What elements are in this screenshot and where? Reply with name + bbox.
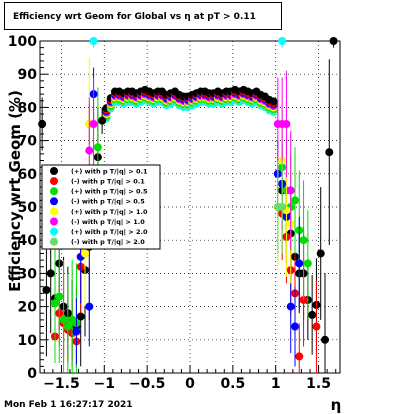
y-tick-label: 30: [18, 266, 38, 282]
x-tick-label: 1.5: [306, 376, 331, 392]
legend-label: (-) with p T/|q| > 0.1: [71, 178, 145, 187]
y-tick-label: 20: [18, 300, 38, 316]
data-point: [286, 302, 295, 311]
x-tick-label: −1.5: [43, 376, 80, 392]
legend-marker: [50, 197, 58, 206]
y-tick-labels: 0 10 20 30 40 50 60 70 80 90 100: [8, 34, 37, 382]
data-point: [42, 286, 51, 294]
chart-title: Efficiency wrt Geom for Global vs η at p…: [13, 12, 256, 22]
legend-label: (-) with p T/|q| > 1.0: [71, 218, 145, 227]
legend-marker: [50, 207, 58, 216]
data-point: [278, 203, 287, 211]
series-7: [273, 160, 287, 254]
y-tick-label: 90: [18, 67, 38, 83]
data-point: [89, 120, 98, 128]
data-point: [76, 312, 85, 321]
x-axis-title: η: [331, 396, 342, 414]
legend-box: [41, 164, 161, 250]
data-point: [55, 292, 64, 301]
data-point: [269, 97, 278, 106]
y-tick-label: 70: [18, 134, 38, 150]
data-point: [291, 196, 299, 205]
legend-marker: [50, 237, 58, 246]
x-tick-label: 0.5: [220, 376, 245, 392]
title-box: Efficiency wrt Geom for Global vs η at p…: [4, 2, 282, 30]
y-tick-label: 100: [8, 34, 37, 50]
legend-label: (+) with p T/|q| > 2.0: [71, 228, 148, 237]
data-point: [321, 335, 329, 344]
data-point: [299, 236, 308, 245]
data-point: [89, 37, 98, 45]
legend-label: (+) with p T/|q| > 0.1: [71, 167, 148, 176]
data-point: [46, 269, 55, 278]
data-point: [316, 249, 325, 258]
legend-label: (-) with p T/|q| > 2.0: [71, 238, 145, 247]
series-6: [89, 37, 287, 48]
legend-marker: [50, 217, 58, 226]
legend-marker: [50, 177, 58, 186]
data-point: [81, 249, 89, 258]
legend: (+) with p T/|q| > 0.1 (-) with p T/|q| >…: [41, 164, 161, 250]
data-point: [85, 146, 94, 155]
data-point: [291, 322, 299, 331]
data-point: [98, 116, 107, 125]
x-tick-label: 1: [271, 376, 281, 392]
legend-label: (+) with p T/|q| > 1.0: [71, 208, 148, 217]
data-point: [72, 327, 81, 336]
y-tick-label: 0: [27, 366, 37, 382]
y-tick-label: 60: [18, 167, 38, 183]
legend-marker: [50, 187, 58, 196]
data-point: [312, 322, 321, 331]
x-tick-labels: −1.5 −1 −0.5 0 0.5 1 1.5: [43, 376, 331, 392]
x-tick-label: −0.5: [129, 376, 166, 392]
data-point: [85, 302, 94, 311]
data-point: [286, 186, 295, 195]
data-point: [295, 259, 304, 268]
data-point: [59, 315, 68, 324]
y-tick-label: 50: [18, 200, 38, 216]
timestamp: Mon Feb 1 16:27:17 2021: [4, 400, 133, 410]
plateau-points: [102, 85, 278, 123]
y-tick-label: 10: [18, 333, 38, 349]
legend-marker: [50, 227, 58, 236]
legend-marker: [50, 167, 58, 175]
x-tick-label: −1: [94, 376, 115, 392]
data-point: [278, 37, 287, 45]
y-tick-label: 40: [18, 233, 38, 249]
data-point: [295, 352, 304, 361]
x-tick-label: 0: [185, 376, 195, 392]
data-point: [308, 310, 317, 319]
data-point: [325, 148, 334, 157]
data-point: [38, 120, 47, 128]
legend-label: (-) with p T/|q| > 0.5: [71, 198, 145, 207]
data-point: [63, 322, 72, 331]
legend-label: (+) with p T/|q| > 0.5: [71, 188, 148, 197]
y-tick-label: 80: [18, 100, 38, 116]
data-point: [329, 37, 338, 45]
data-point: [51, 299, 59, 308]
y-axis-title: Efficiency wrt Geom (%): [6, 90, 24, 292]
data-point: [282, 120, 291, 128]
data-point: [303, 259, 312, 268]
data-point: [93, 143, 102, 152]
